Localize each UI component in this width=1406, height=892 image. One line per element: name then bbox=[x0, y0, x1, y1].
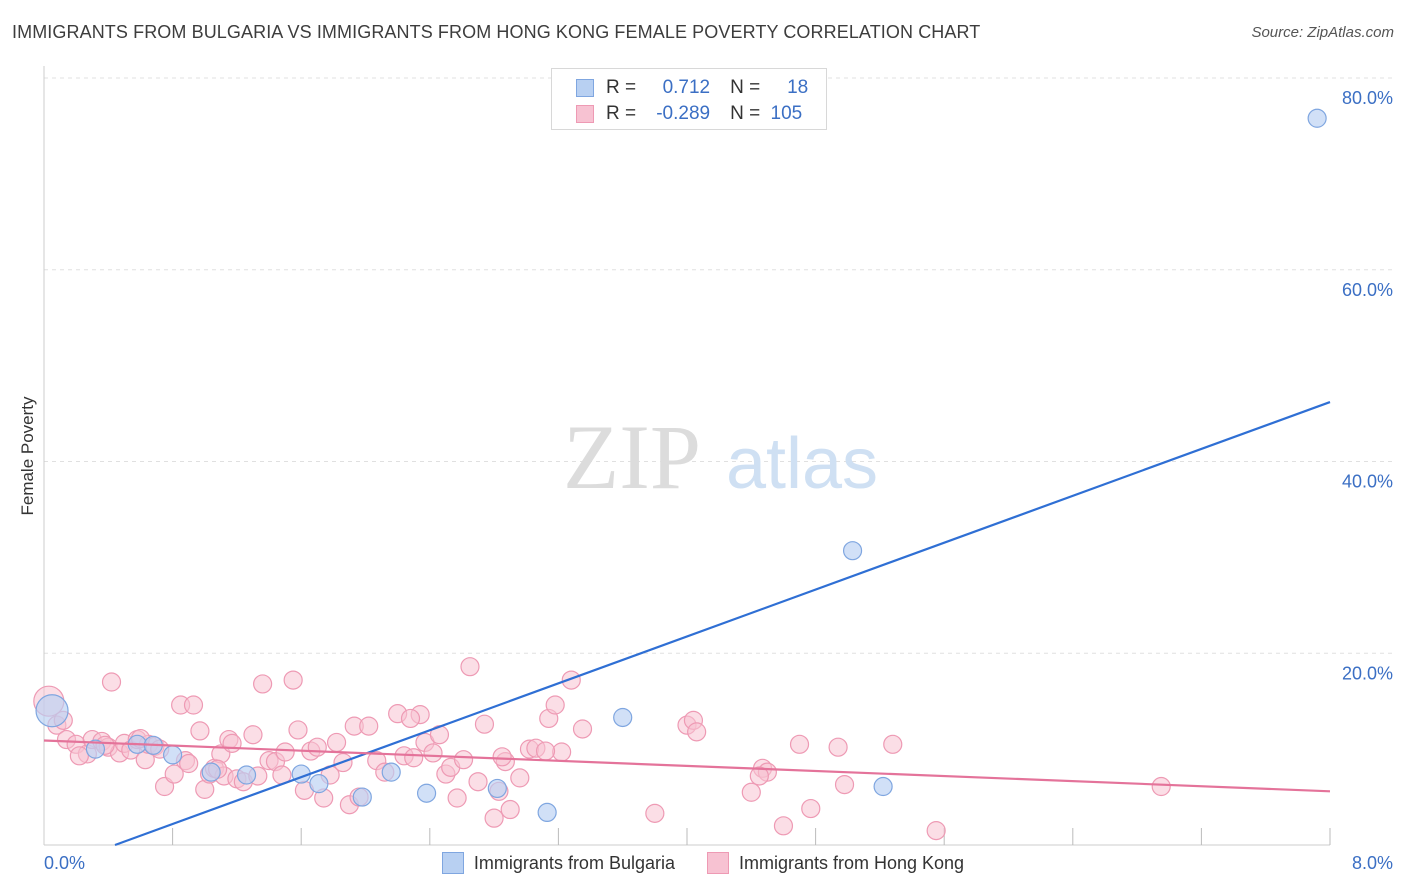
r-value-bulgaria: 0.712 bbox=[662, 77, 711, 98]
point-hong-kong bbox=[749, 766, 769, 786]
point-hong-kong bbox=[834, 774, 855, 795]
trend-lines bbox=[43, 401, 1331, 847]
point-hong-kong bbox=[307, 737, 327, 757]
point-hong-kong bbox=[179, 753, 199, 774]
point-hong-kong bbox=[801, 798, 821, 819]
point-bulgaria bbox=[381, 762, 401, 782]
point-hong-kong bbox=[545, 695, 565, 715]
point-bulgaria bbox=[352, 787, 372, 807]
point-hong-kong bbox=[741, 782, 761, 802]
legend-row-hong-kong: R = -0.289 N = 105 bbox=[576, 101, 802, 127]
series-name-hong-kong: Immigrants from Hong Kong bbox=[738, 852, 965, 873]
watermark-zip: ZIP bbox=[563, 406, 701, 508]
watermark-atlas: atlas bbox=[726, 424, 878, 504]
watermark: ZIP atlas bbox=[563, 406, 878, 508]
r-label: R = bbox=[606, 77, 637, 98]
point-hong-kong bbox=[423, 743, 443, 763]
source-label: Source: ZipAtlas.com bbox=[1251, 24, 1394, 41]
point-bulgaria bbox=[842, 541, 863, 561]
series-legend-bulgaria: Immigrants from Bulgaria bbox=[441, 852, 675, 874]
n-label: N = bbox=[730, 77, 761, 98]
point-hong-kong bbox=[400, 708, 421, 729]
point-hong-kong bbox=[253, 674, 273, 694]
stats-legend: R = 0.712 N = 18 R = -0.289 N = 105 bbox=[551, 68, 827, 130]
point-hong-kong bbox=[535, 741, 556, 761]
point-bulgaria bbox=[537, 802, 557, 823]
point-hong-kong bbox=[789, 734, 810, 754]
point-hong-kong bbox=[474, 714, 495, 734]
point-hong-kong bbox=[460, 657, 480, 677]
point-hong-kong bbox=[326, 732, 347, 753]
point-hong-kong bbox=[69, 746, 89, 766]
point-bulgaria bbox=[873, 776, 893, 797]
series-legend: Immigrants from Bulgaria Immigrants from… bbox=[0, 852, 1406, 874]
point-hong-kong bbox=[645, 803, 665, 823]
point-hong-kong bbox=[510, 768, 530, 788]
r-value-hong-kong: -0.289 bbox=[656, 103, 711, 124]
trend-line-hong-kong bbox=[43, 739, 1331, 793]
grid-lines bbox=[44, 77, 1392, 654]
series-name-bulgaria: Immigrants from Bulgaria bbox=[473, 852, 675, 873]
y-tick-label: 80.0% bbox=[1342, 88, 1393, 108]
legend-swatch-hong-kong bbox=[576, 105, 594, 123]
y-tick-label: 20.0% bbox=[1342, 663, 1393, 683]
point-hong-kong bbox=[687, 722, 707, 742]
point-hong-kong bbox=[468, 772, 488, 792]
point-hong-kong bbox=[359, 716, 379, 736]
point-hong-kong bbox=[552, 742, 572, 762]
point-hong-kong bbox=[500, 799, 520, 820]
point-hong-kong bbox=[926, 821, 946, 841]
x-tick-label: 8.0% bbox=[1352, 853, 1393, 873]
series-swatch-bulgaria bbox=[441, 852, 464, 874]
point-bulgaria bbox=[613, 707, 633, 728]
n-value-bulgaria: 18 bbox=[787, 77, 809, 98]
point-hong-kong bbox=[222, 733, 242, 753]
point-bulgaria bbox=[309, 774, 329, 794]
point-hong-kong bbox=[492, 747, 512, 767]
point-hong-kong bbox=[243, 725, 263, 745]
series-legend-hong-kong: Immigrants from Hong Kong bbox=[706, 852, 965, 874]
point-bulgaria bbox=[163, 745, 183, 765]
tick-labels: 20.0% 40.0% 60.0% 80.0% 0.0% 8.0% bbox=[44, 88, 1393, 873]
point-hong-kong bbox=[484, 808, 504, 828]
trend-line-bulgaria bbox=[114, 401, 1331, 847]
point-hong-kong bbox=[164, 764, 184, 784]
point-hong-kong bbox=[288, 720, 308, 740]
point-hong-kong bbox=[1151, 776, 1171, 797]
legend-row-bulgaria: R = 0.712 N = 18 bbox=[576, 75, 808, 101]
y-tick-label: 40.0% bbox=[1342, 472, 1393, 492]
point-bulgaria bbox=[35, 694, 69, 728]
point-hong-kong bbox=[404, 748, 424, 768]
point-hong-kong bbox=[447, 788, 467, 808]
point-bulgaria bbox=[201, 762, 221, 782]
point-hong-kong bbox=[183, 695, 204, 715]
point-hong-kong bbox=[572, 719, 593, 739]
n-label: N = bbox=[730, 103, 761, 124]
x-tick-label: 0.0% bbox=[44, 853, 85, 873]
point-bulgaria bbox=[487, 778, 507, 799]
point-bulgaria bbox=[416, 783, 437, 803]
point-hong-kong bbox=[828, 737, 848, 757]
legend-swatch-bulgaria bbox=[576, 79, 594, 97]
point-bulgaria bbox=[85, 739, 106, 759]
point-bulgaria bbox=[1307, 108, 1327, 128]
point-hong-kong bbox=[101, 672, 122, 692]
point-hong-kong bbox=[773, 816, 794, 836]
y-tick-label: 60.0% bbox=[1342, 280, 1393, 300]
point-hong-kong bbox=[883, 734, 903, 754]
point-bulgaria bbox=[236, 765, 257, 785]
point-hong-kong bbox=[283, 670, 303, 690]
bulgaria-points bbox=[35, 108, 1327, 823]
series-swatch-hong-kong bbox=[706, 852, 729, 874]
point-hong-kong bbox=[453, 750, 474, 770]
chart-title: IMMIGRANTS FROM BULGARIA VS IMMIGRANTS F… bbox=[12, 22, 981, 42]
point-hong-kong bbox=[190, 721, 210, 741]
r-label: R = bbox=[606, 103, 637, 124]
point-hong-kong bbox=[275, 742, 295, 762]
point-hong-kong bbox=[561, 670, 581, 690]
n-value-hong-kong: 105 bbox=[770, 103, 803, 124]
